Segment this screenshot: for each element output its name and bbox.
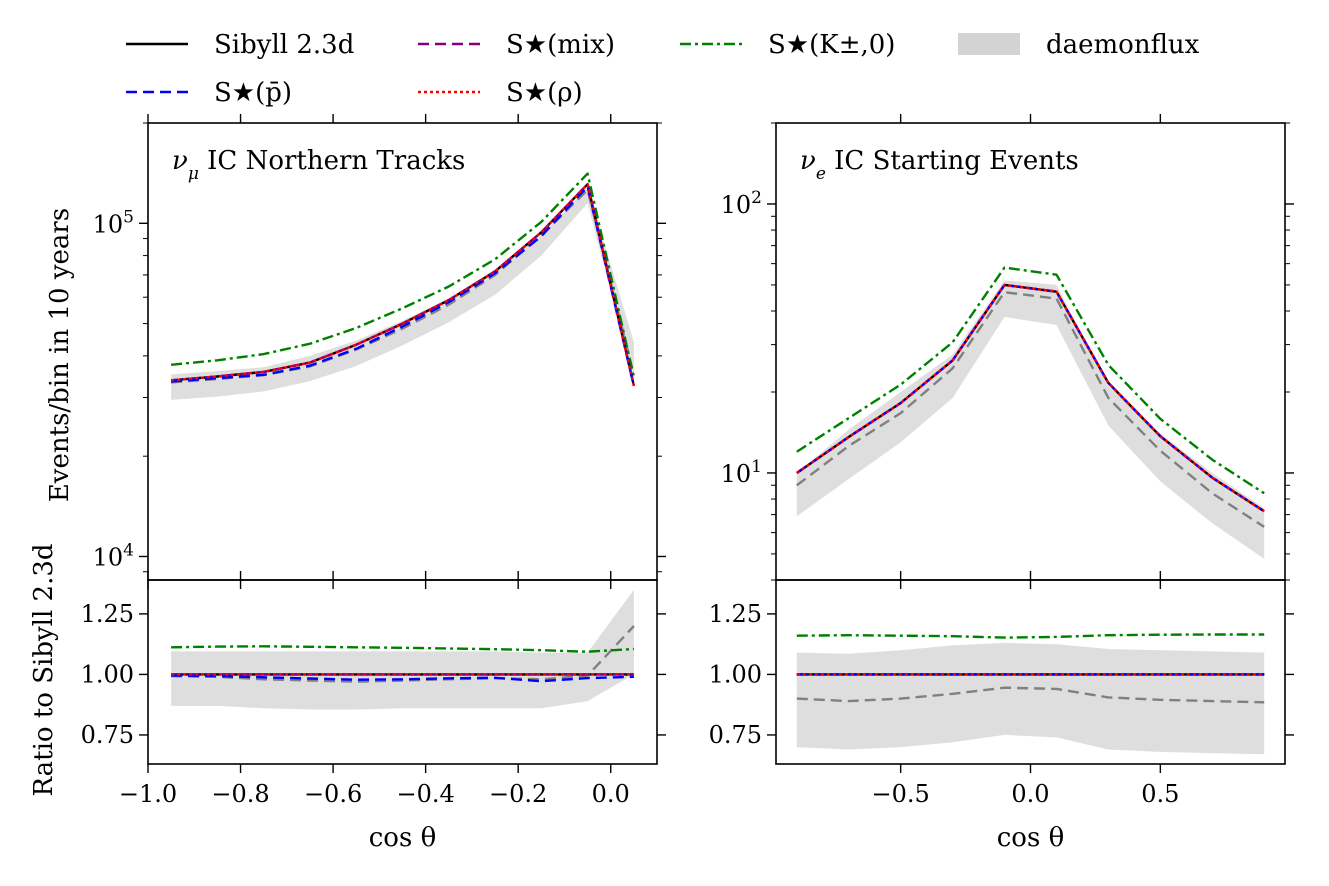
- legend-label-mix: S★(mix): [506, 30, 615, 60]
- plot-area: [796, 633, 1265, 755]
- series-line-daemonflux-central: [796, 291, 1265, 528]
- legend: Sibyll 2.3d S★(mix) S★(K±,0) daemonflux S★(p…: [126, 30, 1200, 108]
- series-line-kaon: [170, 172, 636, 378]
- legend-label-daemonflux: daemonflux: [1046, 30, 1200, 60]
- y-tick-label: 1.00: [709, 660, 762, 688]
- legend-swatch-band: [958, 33, 1020, 55]
- panel-left-bottom: 0.75 1.00 1.25 −1.0 −0.8 −0.6 −0.4 −0.2 0.0 cos θ…: [29, 543, 666, 853]
- panel-right-top: 101 102 νe IC Starting Events: [721, 114, 1294, 589]
- series-line-kaon: [171, 645, 634, 653]
- y-tick-label: 0.75: [81, 721, 134, 749]
- y-tick-label: 101: [721, 457, 762, 488]
- legend-item-pbar: S★(p̄): [126, 78, 292, 108]
- y-tick-label: 1.00: [81, 660, 134, 688]
- x-tick-label: −0.4: [396, 780, 454, 808]
- legend-label-rho: S★(ρ): [506, 78, 583, 108]
- series-line-daemonflux-central: [796, 686, 1265, 704]
- panel-title: νe IC Starting Events: [800, 146, 1079, 184]
- legend-label-sibyll: Sibyll 2.3d: [214, 30, 354, 60]
- daemonflux-band: [171, 589, 634, 710]
- legend-item-rho: S★(ρ): [418, 78, 583, 108]
- panel-title: νμ IC Northern Tracks: [172, 146, 465, 184]
- series-line-pbar: [171, 674, 634, 683]
- x-tick-label: 0.0: [592, 780, 630, 808]
- legend-label-pbar: S★(p̄): [214, 78, 292, 108]
- legend-item-kaon: S★(K±,0): [680, 30, 895, 60]
- legend-label-kaon: S★(K±,0): [768, 30, 895, 60]
- panel-right-bottom: 0.75 1.00 1.25 −0.5 0.0 0.5 cos θ: [709, 571, 1294, 853]
- legend-item-sibyll: Sibyll 2.3d: [126, 30, 354, 60]
- x-tick-label: −1.0: [119, 780, 177, 808]
- y-axis-label: Ratio to Sibyll 2.3d: [29, 543, 59, 796]
- daemonflux-band: [796, 280, 1265, 559]
- x-tick-label: −0.8: [211, 780, 269, 808]
- series-line-kaon: [796, 633, 1265, 639]
- series-line-pbar: [796, 283, 1265, 513]
- series-line-kaon: [796, 266, 1265, 495]
- x-axis-label: cos θ: [369, 823, 436, 853]
- legend-item-daemonflux: daemonflux: [958, 30, 1200, 60]
- x-tick-label: −0.5: [872, 780, 930, 808]
- legend-item-mix: S★(mix): [418, 30, 615, 60]
- x-tick-label: 0.5: [1141, 780, 1179, 808]
- daemonflux-band: [796, 642, 1265, 755]
- x-tick-label: 0.0: [1011, 780, 1049, 808]
- panel-left-top: 104 105 νμ IC Northern Tracks Events/bin in…: [45, 114, 666, 589]
- plot-area: [171, 589, 635, 710]
- series-line-rho: [171, 182, 636, 387]
- daemonflux-band: [171, 187, 634, 400]
- y-tick-label: 1.25: [709, 600, 762, 628]
- y-tick-label: 0.75: [709, 721, 762, 749]
- x-axis-label: cos θ: [997, 823, 1064, 853]
- plot-area: [170, 172, 636, 400]
- series-line-pbar: [171, 185, 636, 387]
- x-tick-label: −0.2: [489, 780, 547, 808]
- axes-frame: [147, 579, 658, 765]
- y-tick-label: 102: [721, 188, 762, 219]
- y-tick-label: 1.25: [81, 600, 134, 628]
- x-tick-label: −0.6: [304, 780, 362, 808]
- y-axis-label: Events/bin in 10 years: [45, 208, 75, 502]
- y-tick-label: 104: [93, 540, 134, 571]
- y-tick-label: 105: [93, 207, 134, 238]
- plot-area: [796, 266, 1265, 559]
